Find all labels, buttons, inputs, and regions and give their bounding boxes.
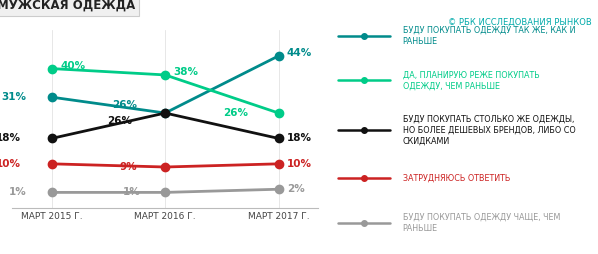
Text: ЗАТРУДНЯЮСЬ ОТВЕТИТЬ: ЗАТРУДНЯЮСЬ ОТВЕТИТЬ bbox=[402, 173, 510, 183]
Text: 1%: 1% bbox=[9, 187, 27, 197]
Text: 31%: 31% bbox=[2, 92, 27, 102]
Text: © РБК ИССЛЕДОВАНИЯ РЫНКОВ: © РБК ИССЛЕДОВАНИЯ РЫНКОВ bbox=[448, 18, 592, 27]
Text: 26%: 26% bbox=[112, 100, 138, 110]
Text: 40%: 40% bbox=[60, 61, 85, 71]
Text: 1%: 1% bbox=[123, 187, 140, 197]
Text: ДА, ПЛАНИРУЮ РЕЖЕ ПОКУПАТЬ
ОДЕЖДУ, ЧЕМ РАНЬШЕ: ДА, ПЛАНИРУЮ РЕЖЕ ПОКУПАТЬ ОДЕЖДУ, ЧЕМ Р… bbox=[402, 70, 539, 90]
Text: 10%: 10% bbox=[287, 159, 312, 169]
Text: 26%: 26% bbox=[223, 108, 248, 118]
Text: БУДУ ПОКУПАТЬ СТОЛЬКО ЖЕ ОДЕЖДЫ,
НО БОЛЕЕ ДЕШЕВЫХ БРЕНДОВ, ЛИБО СО
СКИДКАМИ: БУДУ ПОКУПАТЬ СТОЛЬКО ЖЕ ОДЕЖДЫ, НО БОЛЕ… bbox=[402, 115, 575, 146]
Text: БУДУ ПОКУПАТЬ ОДЕЖДУ ЧАЩЕ, ЧЕМ
РАНЬШЕ: БУДУ ПОКУПАТЬ ОДЕЖДУ ЧАЩЕ, ЧЕМ РАНЬШЕ bbox=[402, 212, 560, 233]
Text: 38%: 38% bbox=[173, 67, 199, 77]
Text: 10%: 10% bbox=[0, 159, 21, 169]
Text: БУДУ ПОКУПАТЬ ОДЕЖДУ ТАК ЖЕ, КАК И
РАНЬШЕ: БУДУ ПОКУПАТЬ ОДЕЖДУ ТАК ЖЕ, КАК И РАНЬШ… bbox=[402, 26, 575, 46]
Text: 18%: 18% bbox=[287, 133, 312, 144]
Text: МУЖСКАЯ ОДЕЖДА: МУЖСКАЯ ОДЕЖДА bbox=[0, 0, 135, 11]
Text: 26%: 26% bbox=[107, 116, 132, 126]
Text: 9%: 9% bbox=[120, 162, 138, 172]
Text: 2%: 2% bbox=[287, 184, 304, 194]
Text: 44%: 44% bbox=[287, 48, 312, 58]
Text: 18%: 18% bbox=[0, 133, 21, 144]
